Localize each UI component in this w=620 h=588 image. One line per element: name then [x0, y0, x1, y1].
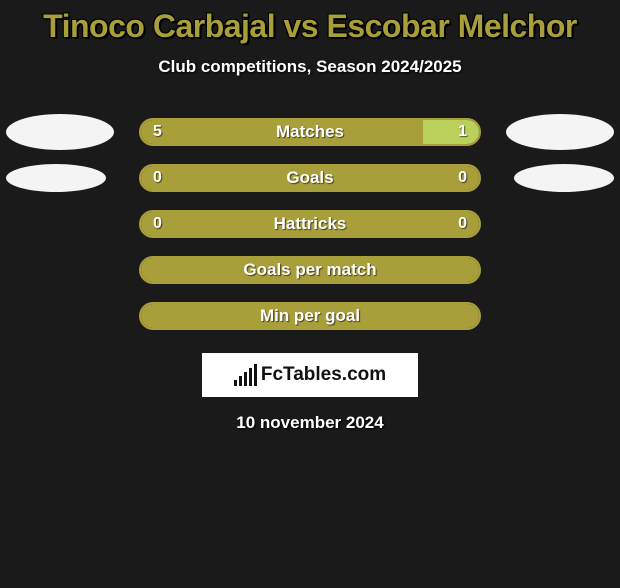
stat-bar: Goals per match — [139, 256, 481, 284]
stat-row: 51Matches — [0, 109, 620, 155]
stat-bar: Min per goal — [139, 302, 481, 330]
player-avatar-right — [506, 114, 614, 150]
player-avatar-right — [514, 164, 614, 192]
subtitle: Club competitions, Season 2024/2025 — [0, 57, 620, 77]
stat-bar: 51Matches — [139, 118, 481, 146]
stat-label: Matches — [141, 122, 479, 142]
stat-row: 00Hattricks — [0, 201, 620, 247]
stat-label: Min per goal — [141, 306, 479, 326]
stat-label: Goals per match — [141, 260, 479, 280]
page-title: Tinoco Carbajal vs Escobar Melchor — [0, 8, 620, 45]
stat-label: Hattricks — [141, 214, 479, 234]
stat-row: 00Goals — [0, 155, 620, 201]
brand-text: FcTables.com — [261, 364, 386, 386]
player-avatar-left — [6, 164, 106, 192]
stat-row: Min per goal — [0, 293, 620, 339]
brand-box[interactable]: FcTables.com — [202, 353, 418, 397]
date-text: 10 november 2024 — [0, 413, 620, 433]
stat-row: Goals per match — [0, 247, 620, 293]
stat-label: Goals — [141, 168, 479, 188]
comparison-rows: 51Matches 00Goals 00Hattricks Goals per mat… — [0, 109, 620, 339]
player-avatar-left — [6, 114, 114, 150]
brand-logo-icon — [234, 364, 257, 386]
stat-bar: 00Hattricks — [139, 210, 481, 238]
stat-bar: 00Goals — [139, 164, 481, 192]
